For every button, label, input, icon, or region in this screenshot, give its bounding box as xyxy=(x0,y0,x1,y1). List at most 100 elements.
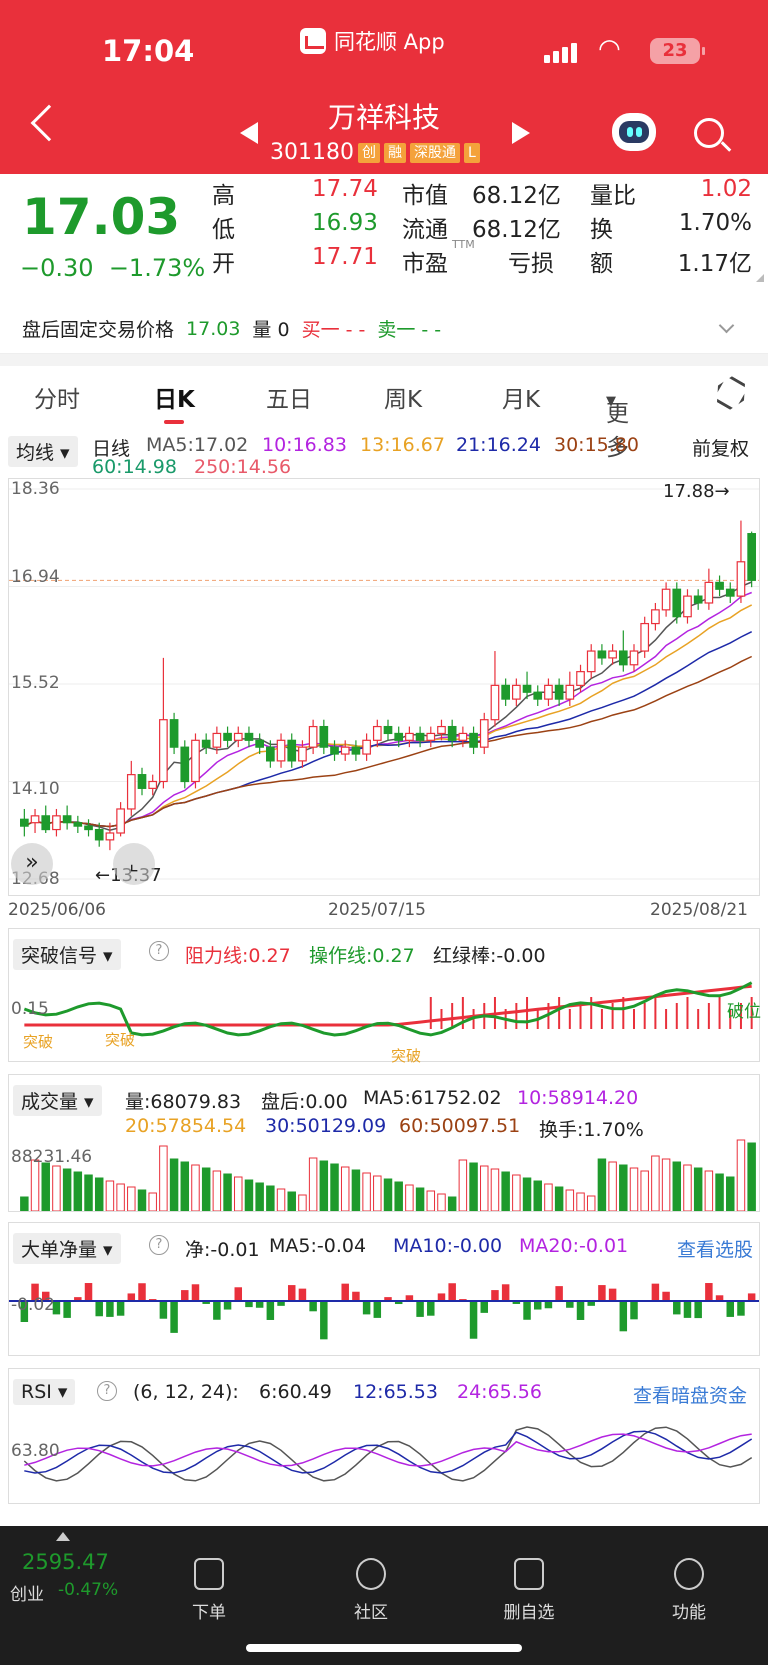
nav-community[interactable]: 社区 xyxy=(326,1558,416,1623)
bigorder-bar xyxy=(555,1286,563,1302)
view-stocks-link[interactable]: 查看选股 xyxy=(677,1239,754,1261)
help-icon[interactable]: ? xyxy=(97,1381,117,1401)
expand-up-icon[interactable] xyxy=(56,1532,70,1541)
candle xyxy=(608,650,617,659)
volume-bar xyxy=(554,1186,564,1211)
expand-icon[interactable]: » xyxy=(11,843,53,885)
bigorder-bar xyxy=(405,1295,414,1302)
high-mark: 17.88→ xyxy=(663,481,730,502)
candle xyxy=(725,588,735,597)
bigorder-bar xyxy=(587,1301,595,1306)
volume-bar xyxy=(94,1177,104,1211)
x-tick: 2025/06/06 xyxy=(8,900,106,920)
volume-bar xyxy=(20,1196,29,1211)
candle xyxy=(330,746,339,755)
candle xyxy=(169,719,179,748)
volume-bar xyxy=(234,1176,243,1211)
volume-bar xyxy=(105,1180,115,1211)
chevron-down-icon[interactable] xyxy=(718,317,735,334)
help-icon[interactable]: ? xyxy=(149,941,169,961)
wifi-icon: ◠ xyxy=(598,34,621,64)
candle xyxy=(512,684,521,700)
breakout-dropdown[interactable]: 突破信号 ▾ xyxy=(13,939,121,970)
adjust-toggle[interactable]: 前复权 xyxy=(692,438,750,460)
stock-name: 万祥科技 xyxy=(327,101,440,134)
prev-stock-button[interactable] xyxy=(240,122,258,144)
kline-legend: 均线 ▾ 日线 MA5:17.02 10:16.83 13:16.67 21:1… xyxy=(8,434,760,478)
search-icon[interactable] xyxy=(694,118,724,148)
top-header: 17:04 同花顺 App ◠ 23 万祥科技 301180 创 融 深股通 L xyxy=(0,0,768,174)
tab-timeshare[interactable]: 分时 xyxy=(34,387,80,413)
volume-dropdown[interactable]: 成交量 ▾ xyxy=(13,1085,102,1116)
candle xyxy=(73,822,83,827)
after-hours-bar[interactable]: 盘后固定交易价格 17.03 量 0 买一 - - 卖一 - - xyxy=(0,304,768,354)
volume-bar xyxy=(191,1164,200,1211)
volume-bar xyxy=(415,1187,425,1211)
bigorder-dropdown[interactable]: 大单净量 ▾ xyxy=(13,1233,121,1264)
kline-chart-panel[interactable]: 18.36 16.94 15.52 14.10 12.68 17.88→ ←13… xyxy=(8,478,760,896)
bigorder-bar xyxy=(320,1301,328,1340)
volume-bar xyxy=(137,1189,147,1211)
candle xyxy=(447,725,457,741)
candle xyxy=(319,725,329,748)
volume-bar xyxy=(501,1171,510,1211)
volume-bar xyxy=(362,1172,371,1211)
candle xyxy=(362,739,371,755)
home-indicator[interactable] xyxy=(246,1644,522,1652)
volume-bar xyxy=(340,1166,350,1211)
volume-bar xyxy=(62,1168,72,1211)
volume-bar xyxy=(330,1163,339,1211)
functions-icon xyxy=(674,1558,704,1590)
candle xyxy=(661,588,671,611)
rsi-chart xyxy=(23,1426,753,1482)
quote-panel: 17.03 −0.30 −1.73% 高 17.74 市值 68.12亿 量比 … xyxy=(0,174,768,304)
volume-bar xyxy=(437,1193,446,1211)
help-icon[interactable]: ? xyxy=(149,1235,169,1255)
quote-row: 低 16.93 流通 68.12亿 换 1.70% xyxy=(212,210,752,243)
volume-bar xyxy=(405,1184,414,1211)
bigorder-bar xyxy=(576,1301,585,1320)
bigorder-bar xyxy=(662,1291,670,1302)
corner-icon xyxy=(756,274,764,282)
candle xyxy=(20,818,29,827)
volume-chart xyxy=(20,1139,756,1211)
volume-bar xyxy=(383,1178,393,1211)
volume-bar xyxy=(73,1171,83,1211)
bigorder-bar xyxy=(362,1301,371,1315)
candle xyxy=(479,719,489,748)
tab-daily-k[interactable]: 日K xyxy=(154,387,195,413)
candle xyxy=(340,746,350,755)
bigorder-chart xyxy=(9,1283,759,1340)
indicator-dropdown[interactable]: 均线 ▾ xyxy=(8,436,78,467)
bigorder-bar xyxy=(394,1301,403,1305)
bigorder-bar xyxy=(715,1295,724,1302)
bigorder-bar xyxy=(619,1301,628,1332)
tab-five-day[interactable]: 五日 xyxy=(266,387,312,413)
index-value[interactable]: 2595.47 xyxy=(22,1550,109,1574)
dark-pool-link[interactable]: 查看暗盘资金 xyxy=(633,1385,748,1407)
candle xyxy=(747,533,756,581)
candle xyxy=(94,828,104,841)
ma30-line xyxy=(23,655,753,828)
bigorder-bar xyxy=(341,1283,349,1302)
robot-assistant-icon[interactable] xyxy=(612,113,656,151)
volume-bar xyxy=(512,1174,521,1211)
rsi-dropdown[interactable]: RSI ▾ xyxy=(13,1379,76,1405)
bigorder-bar xyxy=(480,1301,489,1313)
candle xyxy=(640,622,650,652)
bigorder-bar xyxy=(416,1301,424,1317)
tag-rong: 融 xyxy=(383,142,406,163)
index-pct: -0.47% xyxy=(58,1580,119,1600)
volume-bar xyxy=(597,1158,607,1211)
tab-monthly-k[interactable]: 月K xyxy=(502,387,541,413)
candle xyxy=(30,815,40,824)
fullscreen-icon[interactable]: ⌞ xyxy=(113,843,155,885)
candle xyxy=(52,815,61,831)
tab-weekly-k[interactable]: 周K xyxy=(384,387,423,413)
nav-remove-watch[interactable]: 删自选 xyxy=(484,1558,574,1623)
nav-order[interactable]: 下单 xyxy=(164,1558,254,1623)
candle xyxy=(105,832,115,841)
next-stock-button[interactable] xyxy=(512,122,530,144)
last-price: 17.03 xyxy=(22,188,181,246)
nav-functions[interactable]: 功能 xyxy=(644,1558,734,1623)
